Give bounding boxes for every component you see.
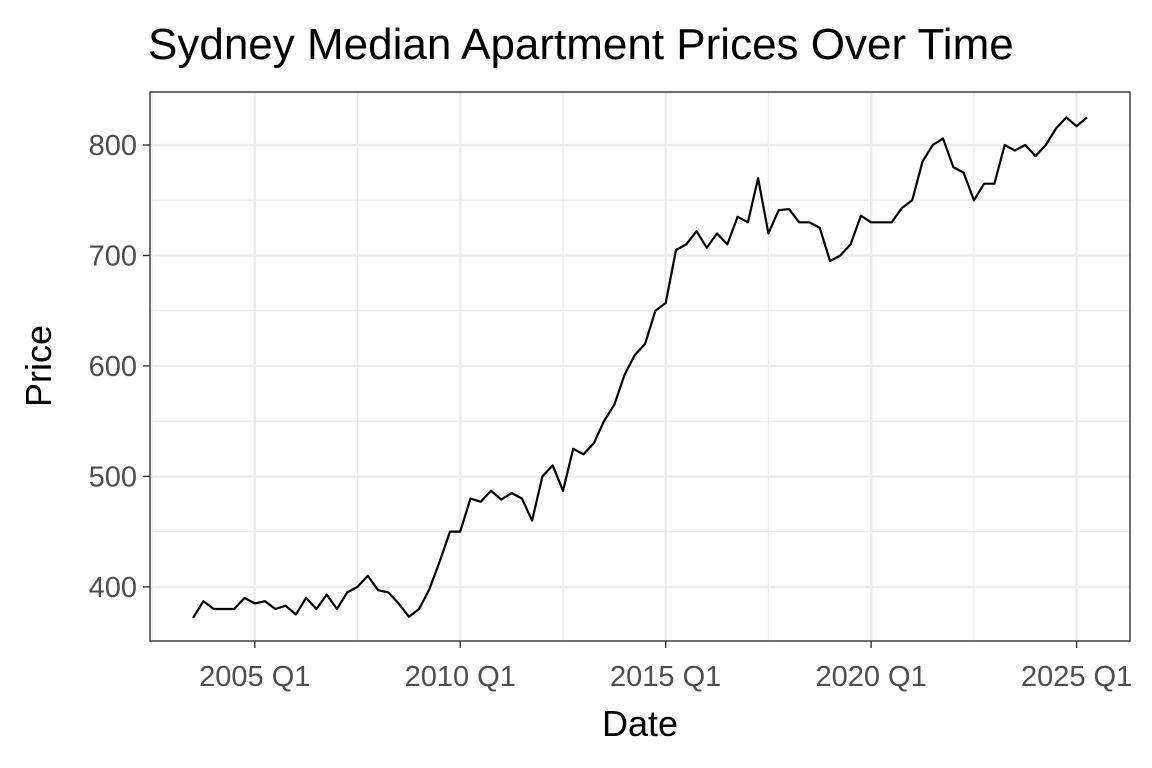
y-tick-label: 700 xyxy=(89,240,137,272)
y-tick-label: 500 xyxy=(89,461,137,493)
price-series-line xyxy=(192,116,1088,619)
x-tick-label: 2025 Q1 xyxy=(1021,661,1132,693)
plot-panel xyxy=(149,91,1131,642)
y-tick-label: 600 xyxy=(89,351,137,383)
minor-gridlines xyxy=(150,92,1130,641)
y-tick-label: 400 xyxy=(89,572,137,604)
x-axis-label: Date xyxy=(602,703,678,744)
x-tick-label: 2020 Q1 xyxy=(815,661,926,693)
chart-title: Sydney Median Apartment Prices Over Time xyxy=(148,20,1014,69)
x-axis: 2005 Q1 2010 Q1 2015 Q1 2020 Q1 2025 Q1 xyxy=(199,641,1132,693)
x-tick-label: 2010 Q1 xyxy=(405,661,516,693)
x-tick-label: 2015 Q1 xyxy=(610,661,721,693)
y-tick-label: 800 xyxy=(89,130,137,162)
y-axis-label: Price xyxy=(18,325,59,407)
x-tick-label: 2005 Q1 xyxy=(199,661,310,693)
major-gridlines xyxy=(150,92,1130,641)
y-axis: 400 500 600 700 800 xyxy=(89,130,150,604)
